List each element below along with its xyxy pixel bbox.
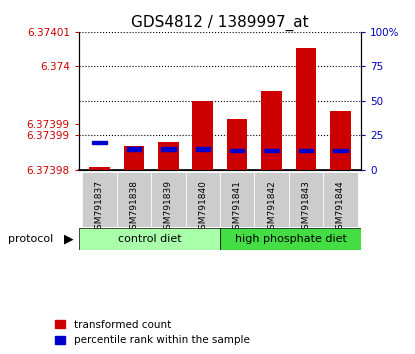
- Bar: [264, 149, 279, 152]
- Bar: [82, 172, 117, 227]
- Bar: [127, 148, 141, 151]
- Bar: [230, 149, 244, 152]
- Bar: [151, 172, 186, 227]
- Text: ▶: ▶: [64, 232, 74, 245]
- Title: GDS4812 / 1389997_at: GDS4812 / 1389997_at: [131, 14, 309, 30]
- Text: GSM791838: GSM791838: [129, 180, 139, 235]
- Text: control diet: control diet: [117, 234, 181, 244]
- Bar: [330, 110, 351, 170]
- Bar: [220, 172, 254, 227]
- Text: GSM791837: GSM791837: [95, 180, 104, 235]
- Bar: [261, 91, 282, 170]
- Bar: [220, 228, 361, 250]
- Bar: [124, 147, 144, 170]
- Bar: [289, 172, 323, 227]
- Bar: [79, 228, 220, 250]
- Bar: [295, 48, 316, 170]
- Bar: [333, 149, 348, 152]
- Text: protocol: protocol: [8, 234, 54, 244]
- Bar: [117, 172, 151, 227]
- Text: GSM791842: GSM791842: [267, 180, 276, 235]
- Bar: [227, 119, 247, 170]
- Legend: transformed count, percentile rank within the sample: transformed count, percentile rank withi…: [55, 320, 250, 345]
- Bar: [92, 141, 107, 144]
- Text: GSM791840: GSM791840: [198, 180, 207, 235]
- Bar: [186, 172, 220, 227]
- Text: high phosphate diet: high phosphate diet: [234, 234, 347, 244]
- Text: GSM791843: GSM791843: [301, 180, 310, 235]
- Bar: [195, 148, 210, 151]
- Bar: [89, 167, 110, 170]
- Bar: [323, 172, 358, 227]
- Text: GSM791841: GSM791841: [233, 180, 242, 235]
- Bar: [161, 148, 176, 151]
- Bar: [254, 172, 289, 227]
- Bar: [299, 149, 313, 152]
- Text: GSM791839: GSM791839: [164, 180, 173, 235]
- Text: GSM791844: GSM791844: [336, 180, 345, 235]
- Bar: [158, 142, 178, 170]
- Bar: [193, 101, 213, 170]
